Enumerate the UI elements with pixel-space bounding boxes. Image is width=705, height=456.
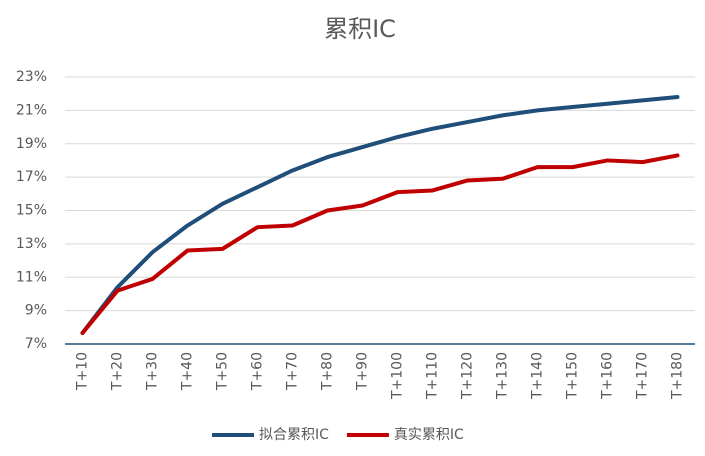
x-tick-label: T+160 bbox=[600, 352, 616, 400]
y-tick-label: 23% bbox=[16, 69, 47, 85]
y-tick-label: 11% bbox=[16, 269, 47, 285]
x-tick-label: T+170 bbox=[635, 352, 651, 400]
chart-title: 累积IC bbox=[324, 15, 396, 43]
y-tick-label: 7% bbox=[25, 336, 47, 352]
y-tick-label: 15% bbox=[16, 203, 47, 219]
y-tick-label: 17% bbox=[16, 169, 47, 185]
legend-label: 拟合累积IC bbox=[259, 427, 329, 443]
x-tick-label: T+140 bbox=[530, 352, 546, 400]
x-tick-label: T+120 bbox=[460, 352, 476, 400]
y-tick-label: 21% bbox=[16, 102, 47, 118]
y-tick-label: 13% bbox=[16, 236, 47, 252]
x-tick-label: T+100 bbox=[390, 352, 406, 400]
x-tick-label: T+10 bbox=[75, 352, 91, 391]
x-tick-label: T+40 bbox=[180, 352, 196, 391]
x-tick-label: T+130 bbox=[495, 352, 511, 400]
y-tick-label: 19% bbox=[16, 136, 47, 152]
x-tick-label: T+150 bbox=[565, 352, 581, 400]
x-tick-label: T+20 bbox=[110, 352, 126, 391]
y-tick-label: 9% bbox=[25, 303, 47, 319]
x-tick-label: T+90 bbox=[355, 352, 371, 391]
series-line bbox=[80, 153, 680, 335]
legend-label: 真实累积IC bbox=[394, 427, 464, 443]
series-line bbox=[80, 95, 680, 335]
x-tick-label: T+60 bbox=[250, 352, 266, 391]
x-tick-label: T+180 bbox=[670, 352, 686, 400]
x-tick-label: T+30 bbox=[145, 352, 161, 391]
x-tick-label: T+110 bbox=[425, 352, 441, 400]
x-tick-label: T+50 bbox=[215, 352, 231, 391]
x-tick-label: T+70 bbox=[285, 352, 301, 391]
x-tick-label: T+80 bbox=[320, 352, 336, 391]
